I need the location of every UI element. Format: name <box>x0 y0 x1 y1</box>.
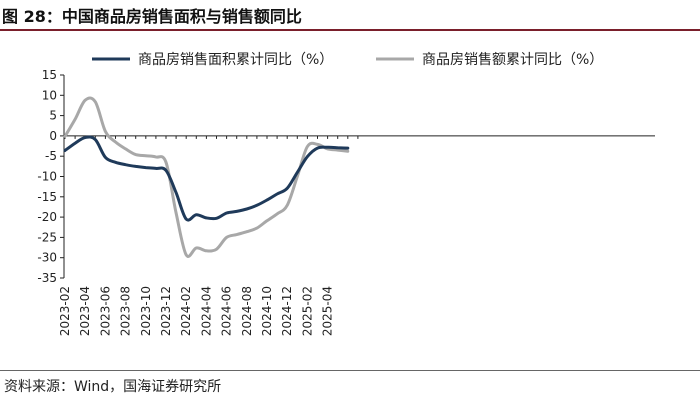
x-tick-label: 2023-04 <box>78 286 92 336</box>
line-chart: 商品房销售面积累计同比（%） 商品房销售额累计同比（%） 15 10 5 0 -5 -10 -… <box>37 52 655 336</box>
x-tick-label: 2024-04 <box>199 286 213 336</box>
x-tick-label-group: 2024-10 <box>260 286 274 336</box>
x-tick-label-group: 2023-12 <box>159 286 173 336</box>
x-tick-label: 2024-02 <box>179 286 193 336</box>
source-divider <box>0 370 700 371</box>
x-tick-label: 2024-08 <box>240 286 254 336</box>
x-tick-label-group: 2025-04 <box>321 286 335 336</box>
x-tick-label-group: 2023-08 <box>119 286 133 336</box>
x-tick-label: 2024-12 <box>280 286 294 336</box>
x-tick-label-group: 2024-06 <box>220 286 234 336</box>
y-tick-label: -30 <box>37 251 57 265</box>
y-tick-label: -35 <box>37 271 57 285</box>
figure-title: 图 28：中国商品房销售面积与销售额同比 <box>2 7 302 26</box>
series-line-sales-area <box>63 135 350 222</box>
y-tick-label: 0 <box>49 129 57 143</box>
x-tick-label-group: 2023-06 <box>98 286 112 336</box>
y-tick-label: -5 <box>45 149 57 163</box>
x-tick-label: 2025-04 <box>321 286 335 336</box>
y-tick-label: -25 <box>37 230 57 244</box>
x-tick-label: 2024-06 <box>220 286 234 336</box>
x-tick-label: 2023-06 <box>98 286 112 336</box>
series-layer <box>63 96 350 258</box>
source-note: 资料来源：Wind，国海证券研究所 <box>4 379 222 395</box>
figure-title-bar: 图 28：中国商品房销售面积与销售额同比 <box>0 0 700 28</box>
y-tick-label: 10 <box>42 88 57 102</box>
x-axis: 2023-02 2023-04 2023-06 2023-08 2023-10 2023-… <box>58 135 655 336</box>
legend-label-sales-amount: 商品房销售额累计同比（%） <box>422 52 603 68</box>
x-tick-label: 2023-10 <box>139 286 153 336</box>
y-tick-label: -10 <box>37 170 57 184</box>
legend-label-sales-area: 商品房销售面积累计同比（%） <box>138 52 333 68</box>
x-tick-label-group: 2024-04 <box>199 286 213 336</box>
series-line-sales-amount <box>63 96 350 258</box>
y-tick-label: -20 <box>37 210 57 224</box>
x-tick-label: 2023-08 <box>119 286 133 336</box>
x-tick-label-group: 2024-08 <box>240 286 254 336</box>
x-tick-label: 2024-10 <box>260 286 274 336</box>
x-tick-label-group: 2023-10 <box>139 286 153 336</box>
y-tick-label: 15 <box>42 68 57 82</box>
x-tick-label: 2023-02 <box>58 286 72 336</box>
x-tick-label-group: 2025-02 <box>300 286 314 336</box>
x-tick-label-group: 2024-12 <box>280 286 294 336</box>
title-divider <box>0 29 700 31</box>
chart-legend: 商品房销售面积累计同比（%） 商品房销售额累计同比（%） <box>92 52 603 68</box>
x-tick-label-group: 2023-02 <box>58 286 72 336</box>
y-tick-label: -15 <box>37 190 57 204</box>
x-tick-label: 2023-12 <box>159 286 173 336</box>
x-tick-label-group: 2023-04 <box>78 286 92 336</box>
y-axis: 15 10 5 0 -5 -10 -15 -20 -25 -30 -35 <box>37 68 65 285</box>
y-tick-label: 5 <box>49 109 57 123</box>
x-tick-label-group: 2024-02 <box>179 286 193 336</box>
x-tick-label: 2025-02 <box>300 286 314 336</box>
